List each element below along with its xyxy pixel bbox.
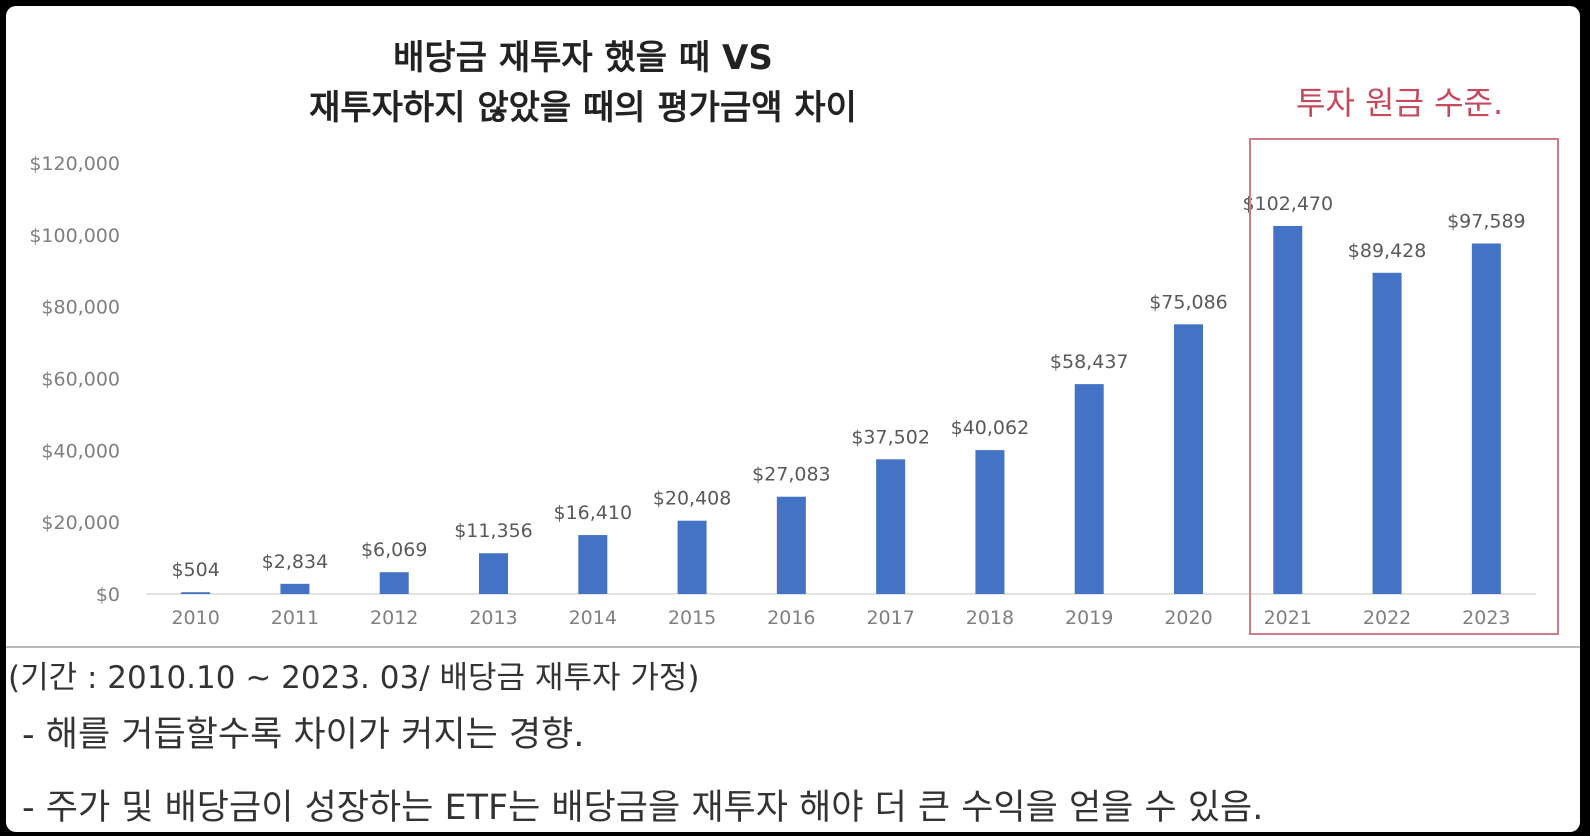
x-tick-label-2010: 2010 [171, 607, 219, 629]
chart-title-line1: 배당금 재투자 했을 때 VS [393, 38, 773, 78]
period-note: (기간 : 2010.10 ~ 2023. 03/ 배당금 재투자 가정) [8, 660, 700, 696]
chart-area: $0 $20,000 $40,000 $60,000 $80,000 $100,000 $1… [6, 6, 1580, 648]
y-tick-label: $60,000 [41, 369, 120, 391]
x-tick-label-2012: 2012 [370, 607, 418, 629]
bar-2023 [1471, 243, 1501, 594]
bar-chart: $0 $20,000 $40,000 $60,000 $80,000 $100,000 $1… [29, 153, 1536, 629]
bar-2019 [1074, 384, 1104, 594]
y-tick-label: $100,000 [29, 225, 120, 247]
data-label-2014: $16,410 [553, 502, 632, 524]
data-label-2023: $97,589 [1447, 210, 1526, 232]
x-tick-label-2016: 2016 [767, 607, 815, 629]
highlight-box [1249, 138, 1559, 635]
x-tick-label-2020: 2020 [1164, 607, 1212, 629]
x-tick-label-2011: 2011 [271, 607, 319, 629]
data-label-2019: $58,437 [1050, 351, 1129, 373]
data-label-2012: $6,069 [361, 539, 427, 561]
y-tick-label: $120,000 [29, 153, 120, 175]
highlight-note: 투자 원금 수준. [1296, 84, 1504, 122]
x-tick-label-2018: 2018 [966, 607, 1014, 629]
data-label-2018: $40,062 [951, 417, 1030, 439]
bar-2011 [280, 583, 310, 594]
x-tick-label-2021: 2021 [1264, 607, 1312, 629]
bar-2010 [181, 592, 211, 594]
y-tick-label: $40,000 [41, 440, 120, 462]
bar-2015 [677, 520, 707, 594]
bar-2020 [1174, 324, 1203, 594]
x-tick-label-2013: 2013 [469, 607, 517, 629]
data-label-2021: $102,470 [1242, 193, 1333, 215]
x-tick-label-2022: 2022 [1363, 607, 1411, 629]
bar-2014 [578, 535, 608, 594]
data-label-2011: $2,834 [262, 551, 328, 573]
data-label-2022: $89,428 [1348, 240, 1427, 262]
y-tick-label: $20,000 [41, 512, 120, 534]
x-tick-label-2019: 2019 [1065, 607, 1113, 629]
bar-2021 [1273, 225, 1303, 594]
x-tick-label-2017: 2017 [866, 607, 914, 629]
x-tick-label-2023: 2023 [1462, 607, 1510, 629]
bar-2013 [479, 553, 508, 594]
y-tick-label: $80,000 [41, 297, 120, 319]
trend-note: - 해를 거듭할수록 차이가 커지는 경향. [22, 715, 585, 755]
chart-card: $0 $20,000 $40,000 $60,000 $80,000 $100,000 $1… [6, 6, 1580, 832]
data-label-2017: $37,502 [851, 426, 930, 448]
data-label-2013: $11,356 [454, 520, 533, 542]
chart-title-line2: 재투자하지 않았을 때의 평가금액 차이 [309, 88, 857, 128]
bar-2016 [776, 496, 806, 594]
data-label-2020: $75,086 [1149, 291, 1228, 313]
growth-note: - 주가 및 배당금이 성장하는 ETF는 배당금을 재투자 해야 더 큰 수익… [22, 788, 1264, 828]
bar-2018 [975, 450, 1005, 594]
data-label-2016: $27,083 [752, 464, 831, 486]
x-tick-label-2014: 2014 [569, 607, 617, 629]
bar-2017 [876, 459, 906, 594]
data-label-2010: $504 [171, 559, 219, 581]
x-tick-label-2015: 2015 [668, 607, 716, 629]
data-label-2015: $20,408 [653, 488, 732, 510]
bar-2022 [1372, 272, 1402, 594]
y-tick-label: $0 [96, 584, 120, 606]
bar-2012 [379, 572, 409, 594]
